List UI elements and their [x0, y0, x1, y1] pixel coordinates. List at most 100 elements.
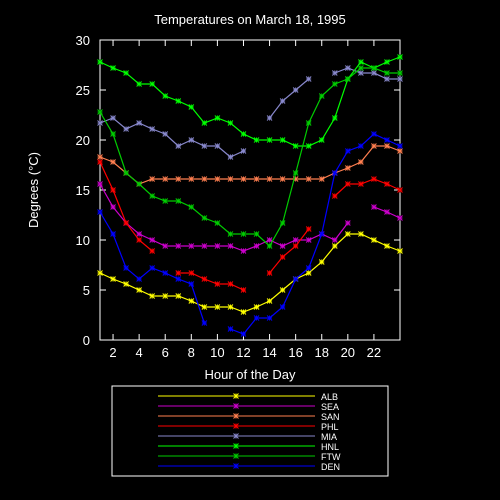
- legend-entry-sea: SEA: [158, 402, 339, 412]
- data-point-sea: [384, 209, 390, 215]
- data-point-alb: [318, 259, 325, 265]
- data-point-hnl: [331, 115, 338, 121]
- data-point-hnl: [384, 59, 390, 65]
- x-tick-label: 16: [288, 345, 302, 360]
- data-point-den: [358, 143, 364, 149]
- data-point-phl: [201, 276, 208, 282]
- data-point-hnl: [188, 104, 195, 110]
- data-point-den: [97, 209, 103, 215]
- data-point-mia: [266, 115, 273, 121]
- data-point-den: [240, 331, 247, 337]
- data-point-mia: [344, 65, 351, 71]
- data-point-hnl: [97, 59, 103, 65]
- data-point-phl: [358, 181, 364, 187]
- data-point-mia: [175, 143, 182, 149]
- data-point-ftw: [123, 170, 129, 176]
- legend-label: ALB: [321, 392, 338, 402]
- legend-marker: [233, 413, 239, 419]
- data-point-den: [227, 326, 234, 332]
- data-point-alb: [253, 304, 260, 310]
- data-point-sea: [279, 243, 286, 249]
- data-point-phl: [384, 181, 390, 187]
- y-tick-label: 15: [76, 183, 90, 198]
- data-point-ftw: [358, 65, 364, 71]
- data-point-alb: [344, 231, 351, 237]
- legend-marker: [233, 433, 239, 439]
- data-point-sea: [227, 243, 234, 249]
- data-point-phl: [149, 248, 156, 254]
- y-tick-label: 20: [76, 133, 90, 148]
- data-point-mia: [397, 76, 403, 82]
- data-point-san: [344, 165, 351, 171]
- data-point-mia: [97, 120, 103, 126]
- data-point-alb: [214, 304, 221, 310]
- data-point-sea: [175, 243, 182, 249]
- data-point-san: [110, 159, 116, 165]
- data-point-phl: [175, 270, 182, 276]
- data-point-sea: [149, 237, 156, 243]
- data-point-hnl: [110, 65, 116, 71]
- data-point-hnl: [214, 115, 221, 121]
- data-point-san: [371, 143, 377, 149]
- series-phl: [97, 159, 403, 293]
- data-point-hnl: [175, 98, 182, 104]
- legend-label: SEA: [321, 402, 339, 412]
- data-point-mia: [162, 131, 169, 137]
- data-point-sea: [344, 220, 351, 226]
- series-alb: [97, 231, 403, 315]
- data-point-ftw: [110, 131, 116, 137]
- y-tick-label: 5: [83, 283, 90, 298]
- data-point-mia: [201, 143, 208, 149]
- data-point-hnl: [136, 81, 142, 87]
- data-point-ftw: [136, 181, 142, 187]
- legend-label: PHL: [321, 422, 339, 432]
- data-point-san: [175, 176, 182, 182]
- data-point-phl: [344, 181, 351, 187]
- data-point-phl: [279, 254, 286, 260]
- series-line-hnl: [99, 56, 401, 147]
- legend-box: [111, 385, 389, 477]
- data-point-den: [331, 170, 338, 176]
- data-point-mia: [331, 70, 338, 76]
- data-point-ftw: [318, 93, 325, 99]
- data-point-mia: [305, 76, 312, 82]
- data-point-sea: [97, 181, 103, 187]
- data-point-alb: [358, 231, 364, 237]
- data-point-san: [279, 176, 286, 182]
- data-point-ftw: [227, 231, 234, 237]
- series-line-sea: [99, 183, 349, 252]
- data-point-ftw: [371, 65, 377, 71]
- legend-label: FTW: [321, 452, 341, 462]
- data-point-sea: [253, 243, 260, 249]
- data-point-den: [371, 131, 377, 137]
- data-point-san: [358, 159, 364, 165]
- data-point-sea: [292, 237, 299, 243]
- data-point-san: [188, 176, 195, 182]
- data-point-alb: [97, 270, 103, 276]
- data-point-den: [110, 231, 116, 237]
- data-point-san: [240, 176, 247, 182]
- data-point-sea: [371, 204, 377, 210]
- data-point-phl: [123, 220, 129, 226]
- data-point-alb: [201, 304, 208, 310]
- data-point-hnl: [358, 59, 364, 65]
- data-point-mia: [292, 87, 299, 93]
- data-point-phl: [110, 187, 116, 193]
- data-point-hnl: [123, 70, 129, 76]
- series-mia: [97, 65, 403, 160]
- y-tick-label: 10: [76, 233, 90, 248]
- data-point-phl: [214, 281, 221, 287]
- series-line-mia: [99, 117, 244, 158]
- legend-label: MIA: [321, 432, 337, 442]
- data-point-san: [97, 154, 103, 160]
- data-point-den: [201, 320, 208, 326]
- y-tick-label: 25: [76, 83, 90, 98]
- data-point-ftw: [253, 231, 260, 237]
- legend-marker: [233, 463, 239, 469]
- legend-marker: [233, 443, 239, 449]
- data-point-den: [123, 265, 129, 271]
- data-point-sea: [162, 243, 169, 249]
- data-point-hnl: [201, 120, 208, 126]
- x-tick-label: 6: [162, 345, 169, 360]
- data-point-den: [279, 304, 286, 310]
